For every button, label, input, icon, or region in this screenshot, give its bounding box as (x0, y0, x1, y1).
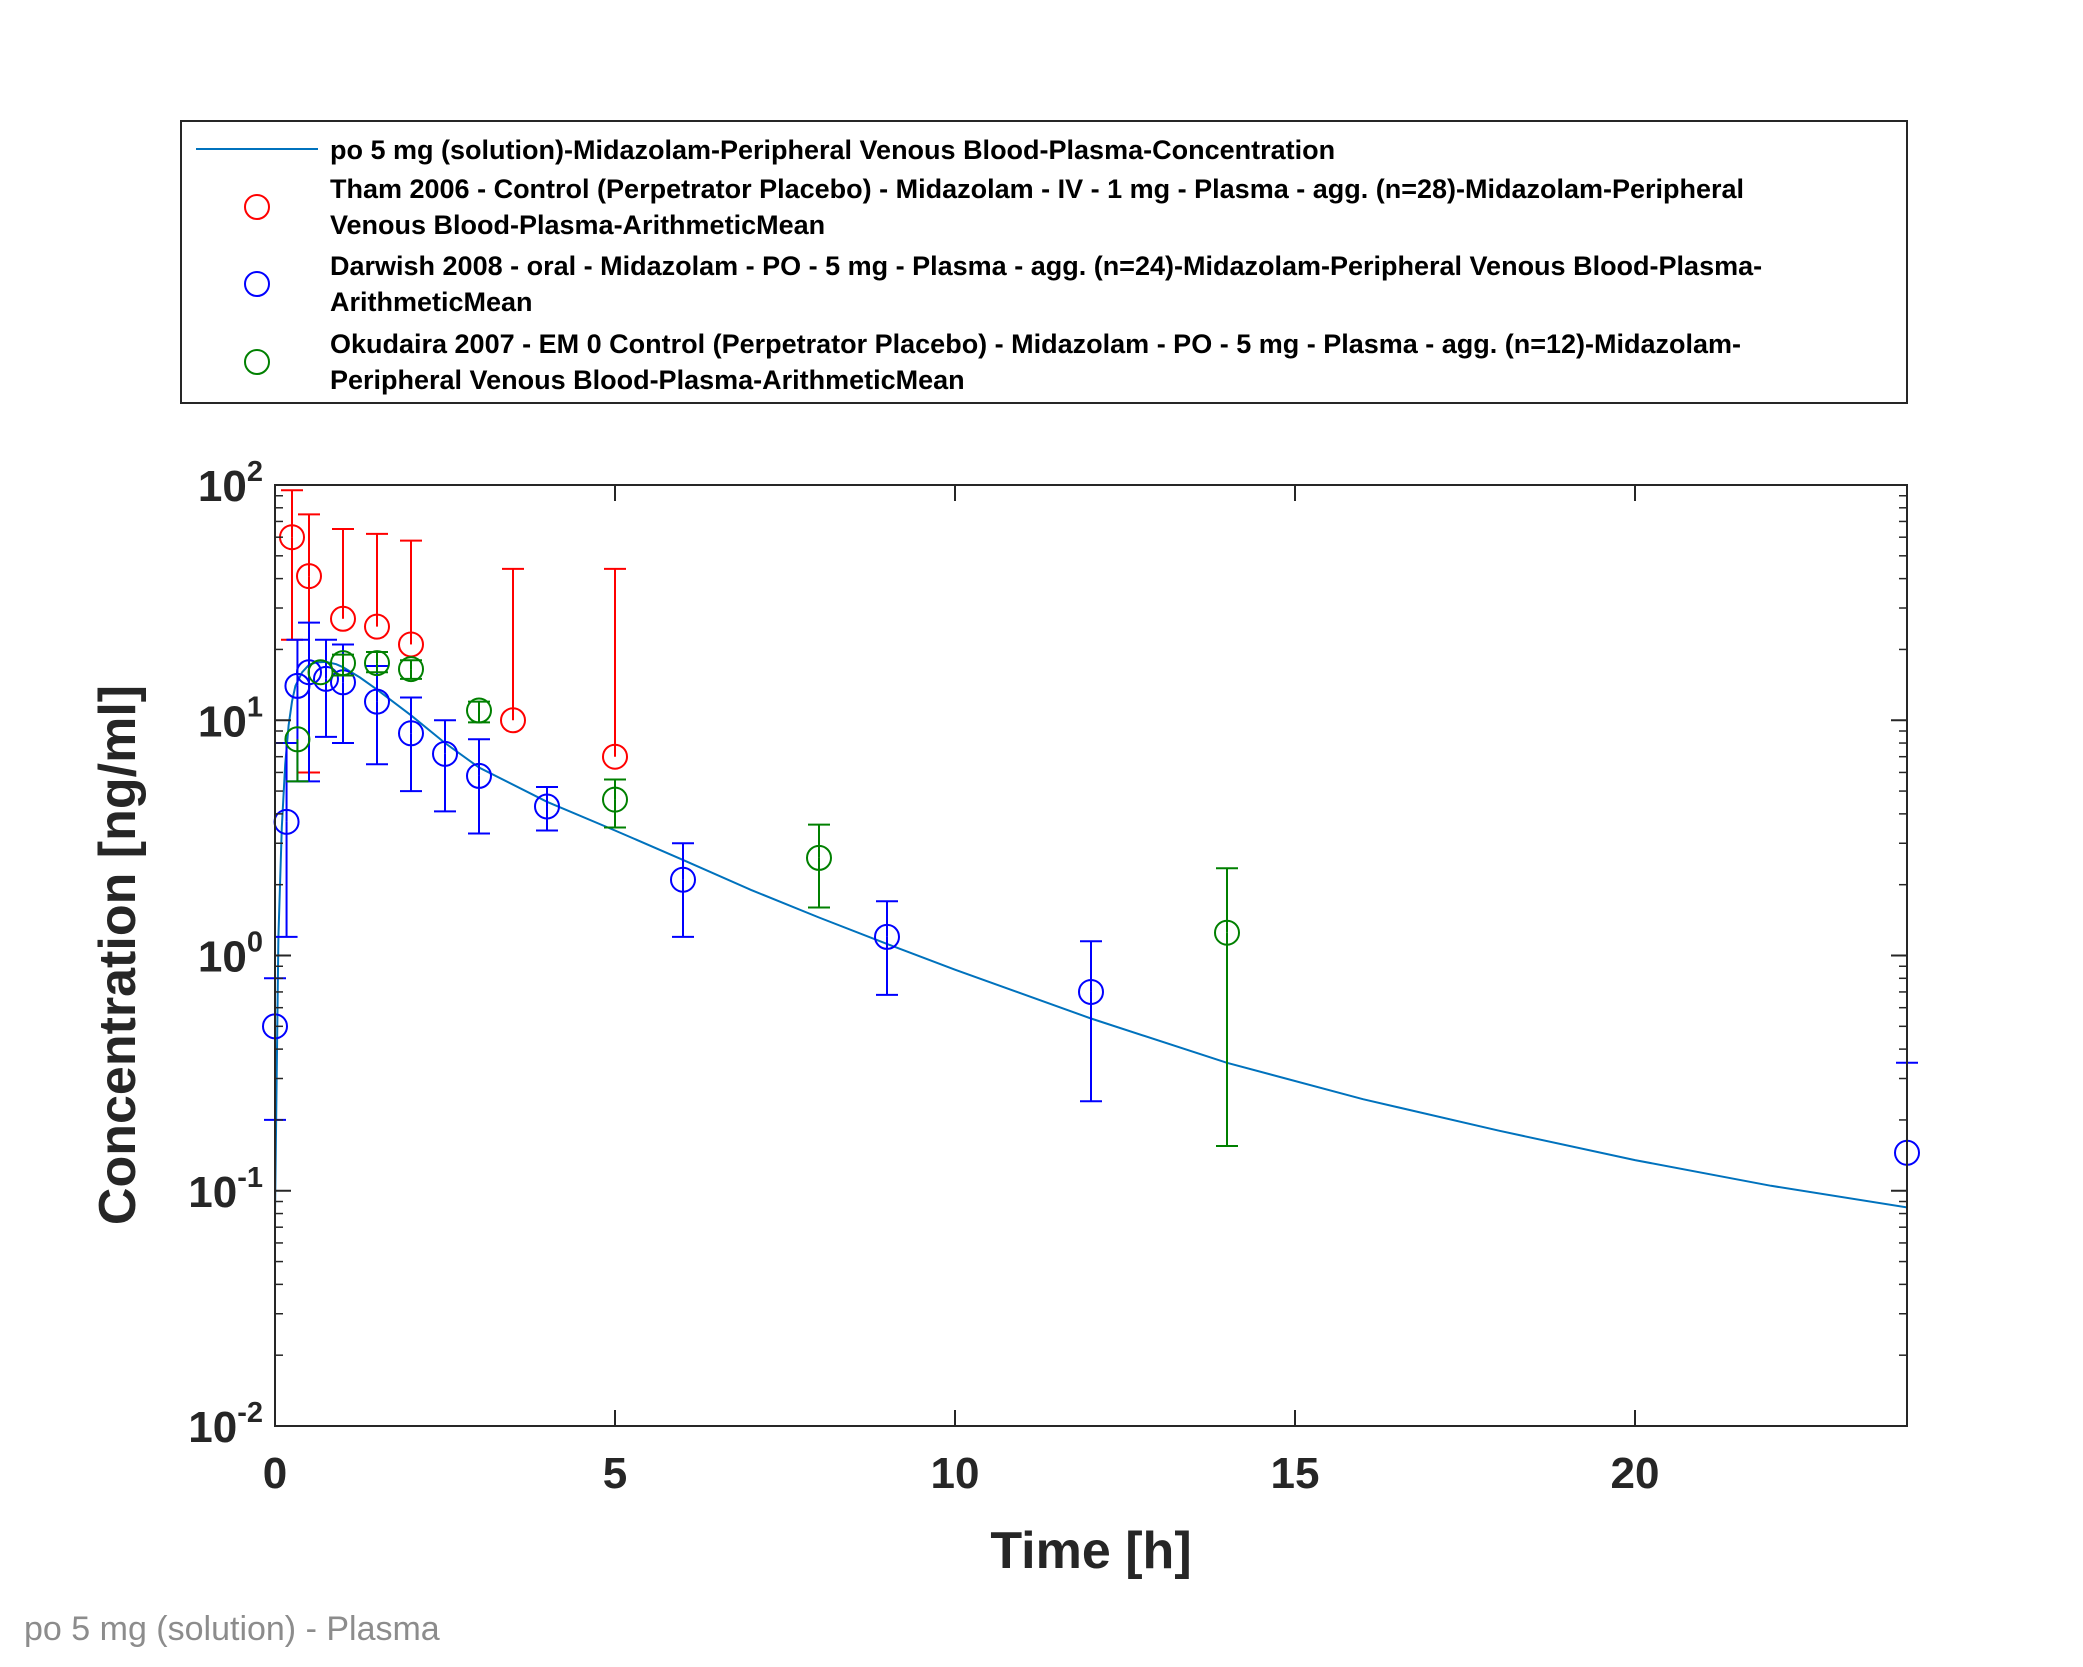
data-point (330, 605, 356, 632)
y-tick-exponent: 1 (247, 691, 263, 723)
data-point (364, 613, 390, 640)
data-point (432, 740, 458, 767)
legend-entry-text: Okudaira 2007 - EM 0 Control (Perpetrato… (330, 329, 1741, 359)
data-point (1078, 978, 1104, 1005)
legend-entry-text: Tham 2006 - Control (Perpetrator Placebo… (330, 174, 1744, 204)
y-tick-base: 10 (198, 697, 247, 746)
legend-entry-text: Venous Blood-Plasma-ArithmeticMean (330, 210, 825, 240)
data-point (364, 688, 390, 715)
x-axis-label: Time [h] (990, 1522, 1191, 1580)
x-tick-label: 20 (1611, 1449, 1660, 1498)
legend-entry-text: Darwish 2008 - oral - Midazolam - PO - 5… (330, 251, 1762, 281)
legend-box (180, 120, 1908, 404)
data-point (330, 650, 356, 677)
data-point (307, 659, 334, 686)
data-point (500, 707, 526, 734)
legend-entry-text: ArithmeticMean (330, 287, 533, 317)
data-point (602, 743, 628, 770)
data-point (534, 793, 560, 820)
y-axis-label: Concentration [ng/ml] (89, 685, 147, 1225)
legend-swatch-marker (244, 194, 270, 220)
legend: po 5 mg (solution)-Midazolam-Peripheral … (180, 120, 1908, 404)
y-tick-exponent: -2 (237, 1397, 263, 1429)
data-point (1214, 919, 1240, 946)
y-tick-exponent: -1 (237, 1162, 263, 1194)
data-point (313, 665, 339, 692)
y-tick-label: 101 (198, 691, 263, 746)
x-tick-label: 0 (263, 1449, 287, 1498)
y-tick-exponent: 2 (247, 456, 263, 488)
data-point (284, 726, 311, 753)
y-tick-exponent: 0 (247, 927, 263, 959)
y-tick-base: 10 (198, 933, 247, 982)
data-point (398, 656, 424, 683)
y-tick-base: 10 (188, 1168, 237, 1217)
x-tick-label: 10 (931, 1449, 980, 1498)
y-tick-base: 10 (198, 462, 247, 511)
y-tick-label: 10-1 (188, 1162, 263, 1217)
data-point (398, 720, 424, 747)
data-point (296, 659, 322, 686)
y-tick-base: 10 (188, 1403, 237, 1452)
y-tick-label: 102 (198, 456, 263, 511)
legend-swatch-marker (244, 271, 270, 297)
y-tick-label: 10-2 (188, 1397, 263, 1452)
data-point (806, 844, 832, 871)
legend-entry-text: po 5 mg (solution)-Midazolam-Peripheral … (330, 135, 1335, 165)
data-point (602, 786, 628, 813)
legend-swatch-marker (244, 349, 270, 375)
data-point (466, 697, 492, 724)
footer-caption: po 5 mg (solution) - Plasma (24, 1610, 440, 1648)
y-tick-label: 100 (198, 927, 263, 982)
x-tick-label: 5 (603, 1449, 627, 1498)
plot-content (262, 489, 1920, 1214)
data-point (466, 762, 492, 789)
data-point (364, 650, 390, 677)
legend-entry-text: Peripheral Venous Blood-Plasma-Arithmeti… (330, 365, 965, 395)
data-point (296, 563, 322, 590)
x-tick-label: 15 (1271, 1449, 1320, 1498)
data-point (874, 923, 900, 950)
data-point (670, 866, 696, 893)
simulation-line (274, 660, 1908, 1214)
